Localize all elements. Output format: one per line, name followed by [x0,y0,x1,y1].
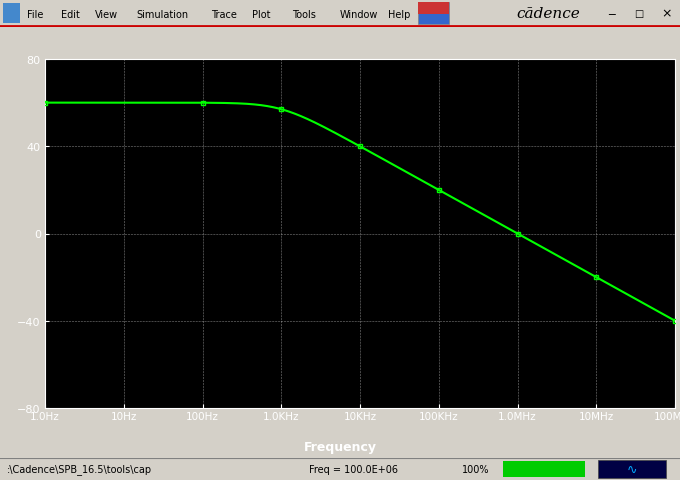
Text: :\Cadence\SPB_16.5\tools\cap: :\Cadence\SPB_16.5\tools\cap [7,464,152,474]
Text: Frequency: Frequency [303,440,377,453]
Bar [503,461,585,477]
Text: ×: × [661,8,672,21]
Text: Window: Window [340,11,378,20]
Text: Trace: Trace [211,11,237,20]
Text: Freq = 100.0E+06: Freq = 100.0E+06 [309,464,398,474]
Text: ∿: ∿ [627,463,638,476]
Text: 100%: 100% [462,464,490,474]
Text: Edit: Edit [61,11,80,20]
Text: View: View [95,11,118,20]
Text: Plot: Plot [252,11,270,20]
Bar [418,3,449,25]
Text: File: File [27,11,44,20]
Text: □: □ [634,9,644,19]
Text: Help: Help [388,11,410,20]
Text: Simulation: Simulation [136,11,188,20]
Text: cādence: cādence [517,7,581,21]
Text: ─: ─ [609,9,615,19]
Bar [3,4,20,24]
Bar [598,460,666,478]
Text: Tools: Tools [292,11,316,20]
Bar [418,3,449,15]
